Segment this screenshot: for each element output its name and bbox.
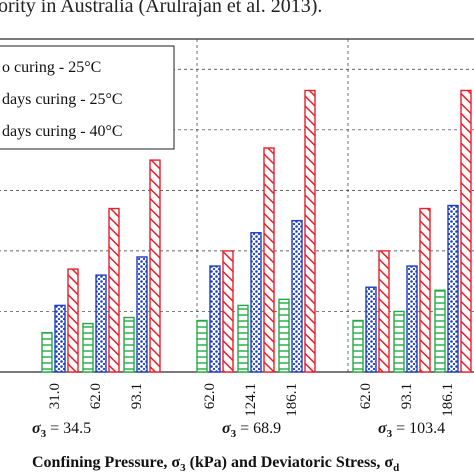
x-axis-title-sub-1: 3 — [180, 462, 186, 474]
series-1-bar — [352, 319, 364, 373]
bars — [41, 89, 472, 373]
legend-label-2: days curing - 25°C — [2, 91, 123, 108]
x-tick-labels: 31.0 62.0 93.1 62.0 124.1 186.1 62.0 93.1 186.1 — [47, 383, 456, 417]
group-label: σ3 = 103.4 — [378, 420, 445, 440]
x-tick-label: 62.0 — [202, 383, 218, 409]
series-3-bar — [304, 89, 316, 373]
x-tick-label: 31.0 — [47, 383, 63, 409]
series-1-bar — [278, 298, 290, 373]
x-tick-label: 93.1 — [129, 383, 145, 409]
series-2-bar — [365, 286, 377, 373]
caption-fragment: ority in Australia (Arulrajan et al. 201… — [0, 0, 322, 17]
series-1-bar — [393, 310, 405, 373]
series-2-bar — [209, 265, 221, 373]
series-1-bar — [196, 319, 208, 373]
x-tick-label: 62.0 — [358, 383, 374, 409]
group-labels: σ3 = 34.5 σ3 = 68.9 σ3 = 103.4 — [32, 420, 445, 440]
series-3-bar — [378, 250, 390, 373]
series-3-bar — [222, 250, 234, 373]
series-3-bar — [67, 268, 79, 373]
series-1-bar — [237, 304, 249, 373]
series-2-bar — [291, 219, 303, 373]
series-1-bar — [123, 316, 135, 373]
legend-box — [0, 45, 175, 150]
legend: o curing - 25°C days curing - 25°C days … — [0, 45, 175, 150]
series-3-bar — [108, 207, 120, 373]
x-tick-label: 62.0 — [88, 383, 104, 409]
series-3-bar — [149, 159, 161, 373]
group-label: σ3 = 68.9 — [222, 420, 281, 440]
x-axis-title-part-1: Confining Pressure, σ — [32, 454, 180, 471]
x-tick-label: 124.1 — [243, 383, 259, 417]
x-axis-title-part-2: (kPa) and Deviatoric Stress, σ — [186, 454, 394, 471]
series-2-bar — [95, 274, 107, 373]
group-label: σ3 = 34.5 — [32, 420, 91, 440]
series-2-bar — [250, 232, 262, 373]
series-2-bar — [54, 304, 66, 373]
series-1-bar — [41, 331, 53, 373]
legend-label-3: days curing - 40°C — [2, 123, 123, 140]
series-3-bar — [460, 89, 472, 373]
x-axis-title-sub-2: d — [393, 462, 399, 474]
series-1-bar — [434, 289, 446, 373]
x-tick-label: 186.1 — [440, 383, 456, 417]
series-2-bar — [406, 265, 418, 373]
legend-label-1: o curing - 25°C — [2, 59, 101, 76]
x-axis-title: Confining Pressure, σ3 (kPa) and Deviato… — [32, 454, 399, 474]
series-1-bar — [82, 322, 94, 373]
x-tick-label: 186.1 — [284, 383, 300, 417]
series-2-bar — [136, 256, 148, 373]
x-tick-label: 93.1 — [399, 383, 415, 409]
series-3-bar — [419, 207, 431, 373]
series-2-bar — [447, 204, 459, 373]
series-3-bar — [263, 147, 275, 373]
